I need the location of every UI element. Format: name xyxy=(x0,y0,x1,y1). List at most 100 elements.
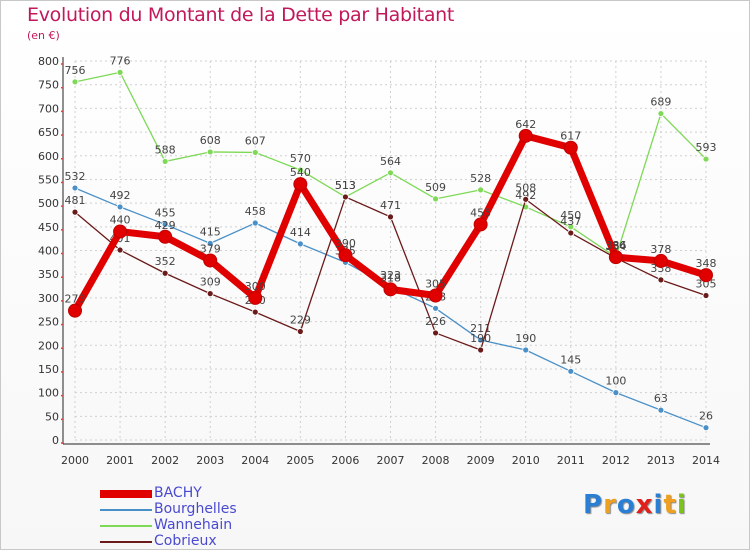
logo-letter: i xyxy=(676,490,687,520)
data-point-cobrieux xyxy=(342,193,349,201)
data-label-bachy: 379 xyxy=(200,242,221,255)
data-label-bachy: 300 xyxy=(245,280,266,293)
data-label-cobrieux: 190 xyxy=(470,332,491,345)
data-point-cobrieux xyxy=(657,276,665,284)
data-point-cobrieux xyxy=(432,329,439,337)
x-tick-label: 2002 xyxy=(151,454,179,467)
data-point-wannehain xyxy=(161,158,169,165)
data-label-wannehain: 607 xyxy=(245,134,266,147)
data-label-cobrieux: 513 xyxy=(335,179,356,192)
y-tick-label: 350 xyxy=(38,268,59,281)
data-point-bourghelles xyxy=(206,239,214,247)
x-tick-label: 2001 xyxy=(106,454,134,467)
data-label-bourghelles: 414 xyxy=(290,226,311,239)
x-tick-label: 2013 xyxy=(647,454,675,467)
data-label-cobrieux: 437 xyxy=(560,215,581,228)
x-tick-label: 2008 xyxy=(422,454,450,467)
data-label-bachy: 386 xyxy=(605,239,626,252)
data-label-bachy: 440 xyxy=(110,214,131,227)
x-tick-label: 2011 xyxy=(557,454,585,467)
proxiti-logo: Proxiti xyxy=(583,490,687,520)
legend-swatch-wannehain xyxy=(100,525,152,527)
legend-swatch-cobrieux xyxy=(100,541,152,543)
y-tick-label: 500 xyxy=(38,197,59,210)
y-tick-label: 250 xyxy=(38,316,59,329)
data-label-wannehain: 776 xyxy=(110,54,131,67)
data-point-wannehain xyxy=(296,166,304,174)
data-point-cobrieux xyxy=(116,246,124,254)
data-point-bourghelles xyxy=(251,219,259,227)
data-label-wannehain: 528 xyxy=(470,172,491,185)
data-label-bourghelles: 63 xyxy=(654,392,668,405)
x-tick-label: 2007 xyxy=(377,454,405,467)
legend-swatch-bourghelles xyxy=(100,509,152,511)
data-label-wannehain: 608 xyxy=(200,134,221,147)
data-label-bourghelles: 26 xyxy=(699,410,713,423)
data-label-wannehain: 588 xyxy=(155,143,176,156)
data-label-wannehain: 564 xyxy=(380,155,401,168)
x-tick-label: 2004 xyxy=(241,454,269,467)
data-point-wannehain xyxy=(71,78,79,86)
data-label-bachy: 455 xyxy=(470,206,491,219)
data-label-cobrieux: 305 xyxy=(696,278,717,291)
legend-label-wannehain: Wannehain xyxy=(154,517,233,533)
data-point-wannehain xyxy=(432,195,439,203)
data-point-cobrieux xyxy=(206,290,214,298)
y-tick-label: 300 xyxy=(38,292,59,305)
x-tick-label: 2014 xyxy=(692,454,720,467)
logo-letter: o xyxy=(616,490,636,520)
y-tick-label: 100 xyxy=(38,387,59,400)
data-label-bourghelles: 323 xyxy=(380,269,401,282)
data-label-bourghelles: 190 xyxy=(515,332,536,345)
data-point-bourghelles xyxy=(116,203,124,211)
data-point-bourghelles xyxy=(296,240,304,248)
y-tick-label: 400 xyxy=(38,245,59,258)
data-label-wannehain: 492 xyxy=(515,189,536,202)
y-tick-label: 450 xyxy=(38,221,59,234)
data-point-bachy xyxy=(248,290,263,305)
y-tick-label: 150 xyxy=(38,363,59,376)
data-point-bachy xyxy=(563,140,578,155)
data-point-wannehain xyxy=(477,186,485,194)
y-tick-label: 0 xyxy=(52,434,59,447)
data-label-cobrieux: 508 xyxy=(515,181,536,194)
data-label-bachy: 617 xyxy=(560,130,581,143)
data-point-bachy xyxy=(383,282,398,297)
x-tick-label: 2006 xyxy=(331,454,359,467)
data-point-cobrieux xyxy=(567,229,575,237)
data-point-bourghelles xyxy=(432,304,439,312)
data-label-wannehain: 689 xyxy=(650,96,671,109)
data-label-cobrieux: 352 xyxy=(155,255,176,268)
y-tick-label: 700 xyxy=(38,102,59,115)
y-tick-label: 800 xyxy=(38,55,59,68)
y-tick-label: 650 xyxy=(38,126,59,139)
data-label-wannehain: 450 xyxy=(560,209,581,222)
data-point-cobrieux xyxy=(161,269,169,277)
data-point-bourghelles xyxy=(567,367,575,375)
data-label-cobrieux: 471 xyxy=(380,199,401,212)
logo-letter: P xyxy=(583,490,604,520)
data-label-bourghelles: 100 xyxy=(605,375,626,388)
legend-label-bachy: BACHY xyxy=(154,485,202,501)
logo-letter: r xyxy=(603,490,617,520)
data-point-bachy xyxy=(608,250,623,265)
data-point-bachy xyxy=(158,229,173,244)
data-point-bachy xyxy=(699,268,713,283)
data-point-bachy xyxy=(473,217,488,232)
data-label-wannehain: 593 xyxy=(696,141,717,154)
data-label-bachy: 318 xyxy=(380,271,401,284)
legend-label-cobrieux: Cobrieux xyxy=(154,533,217,549)
data-label-cobrieux: 229 xyxy=(290,314,311,327)
data-point-wannehain xyxy=(387,169,394,177)
x-tick-label: 2009 xyxy=(467,454,495,467)
data-label-wannehain: 756 xyxy=(65,64,86,77)
chart-title: Evolution du Montant de la Dette par Hab… xyxy=(27,4,455,26)
data-point-bourghelles xyxy=(522,346,530,354)
data-point-bachy xyxy=(518,128,533,143)
data-label-bachy: 305 xyxy=(425,278,446,291)
logo-letter: t xyxy=(663,490,677,520)
data-point-cobrieux xyxy=(387,213,394,221)
data-point-cobrieux xyxy=(251,308,259,316)
data-label-bourghelles: 532 xyxy=(65,170,86,183)
